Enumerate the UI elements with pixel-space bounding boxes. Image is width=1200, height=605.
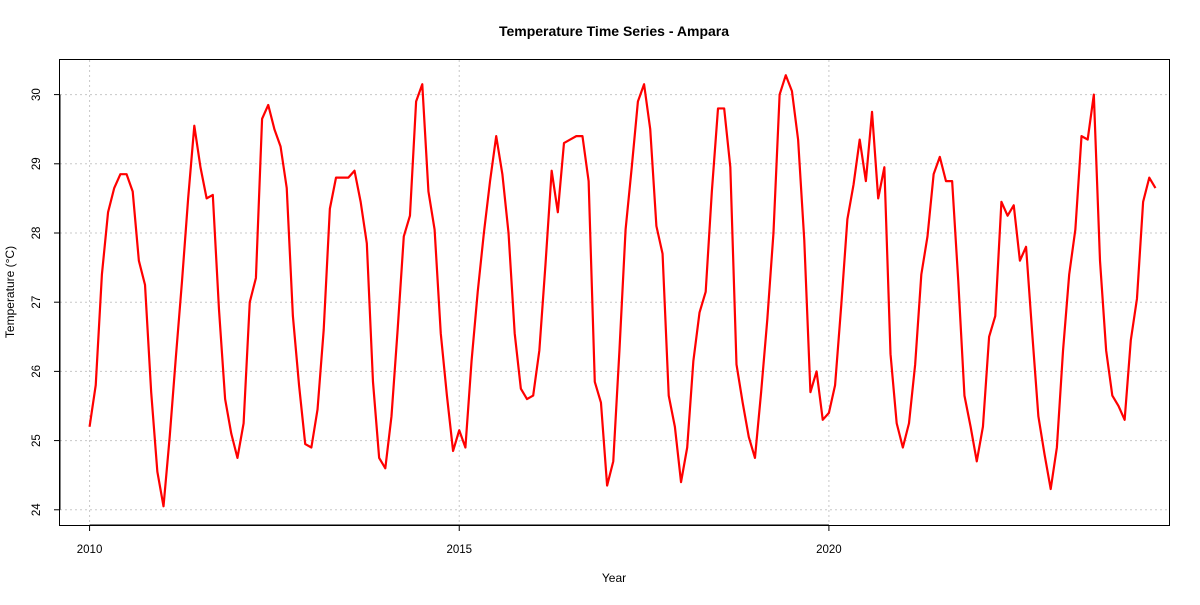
y-tick-label: 25 [31, 434, 43, 447]
y-axis: 24 25 26 27 28 29 30 [31, 88, 61, 516]
chart-title: Temperature Time Series - Ampara [499, 23, 729, 39]
y-axis-label: Temperature (°C) [3, 246, 17, 338]
y-tick-label: 28 [31, 227, 43, 240]
x-axis-label: Year [602, 571, 626, 585]
y-tick-label: 30 [31, 88, 43, 101]
x-tick-label: 2015 [446, 544, 472, 556]
y-tick-label: 26 [31, 365, 43, 378]
y-tick-label: 27 [31, 296, 43, 309]
y-tick-label: 29 [31, 157, 43, 170]
x-axis: 2010 2015 2020 [77, 524, 842, 556]
temperature-series-line [88, 74, 1157, 508]
x-tick-label: 2020 [816, 544, 842, 556]
x-tick-label: 2010 [77, 544, 103, 556]
y-tick-label: 24 [31, 503, 43, 516]
